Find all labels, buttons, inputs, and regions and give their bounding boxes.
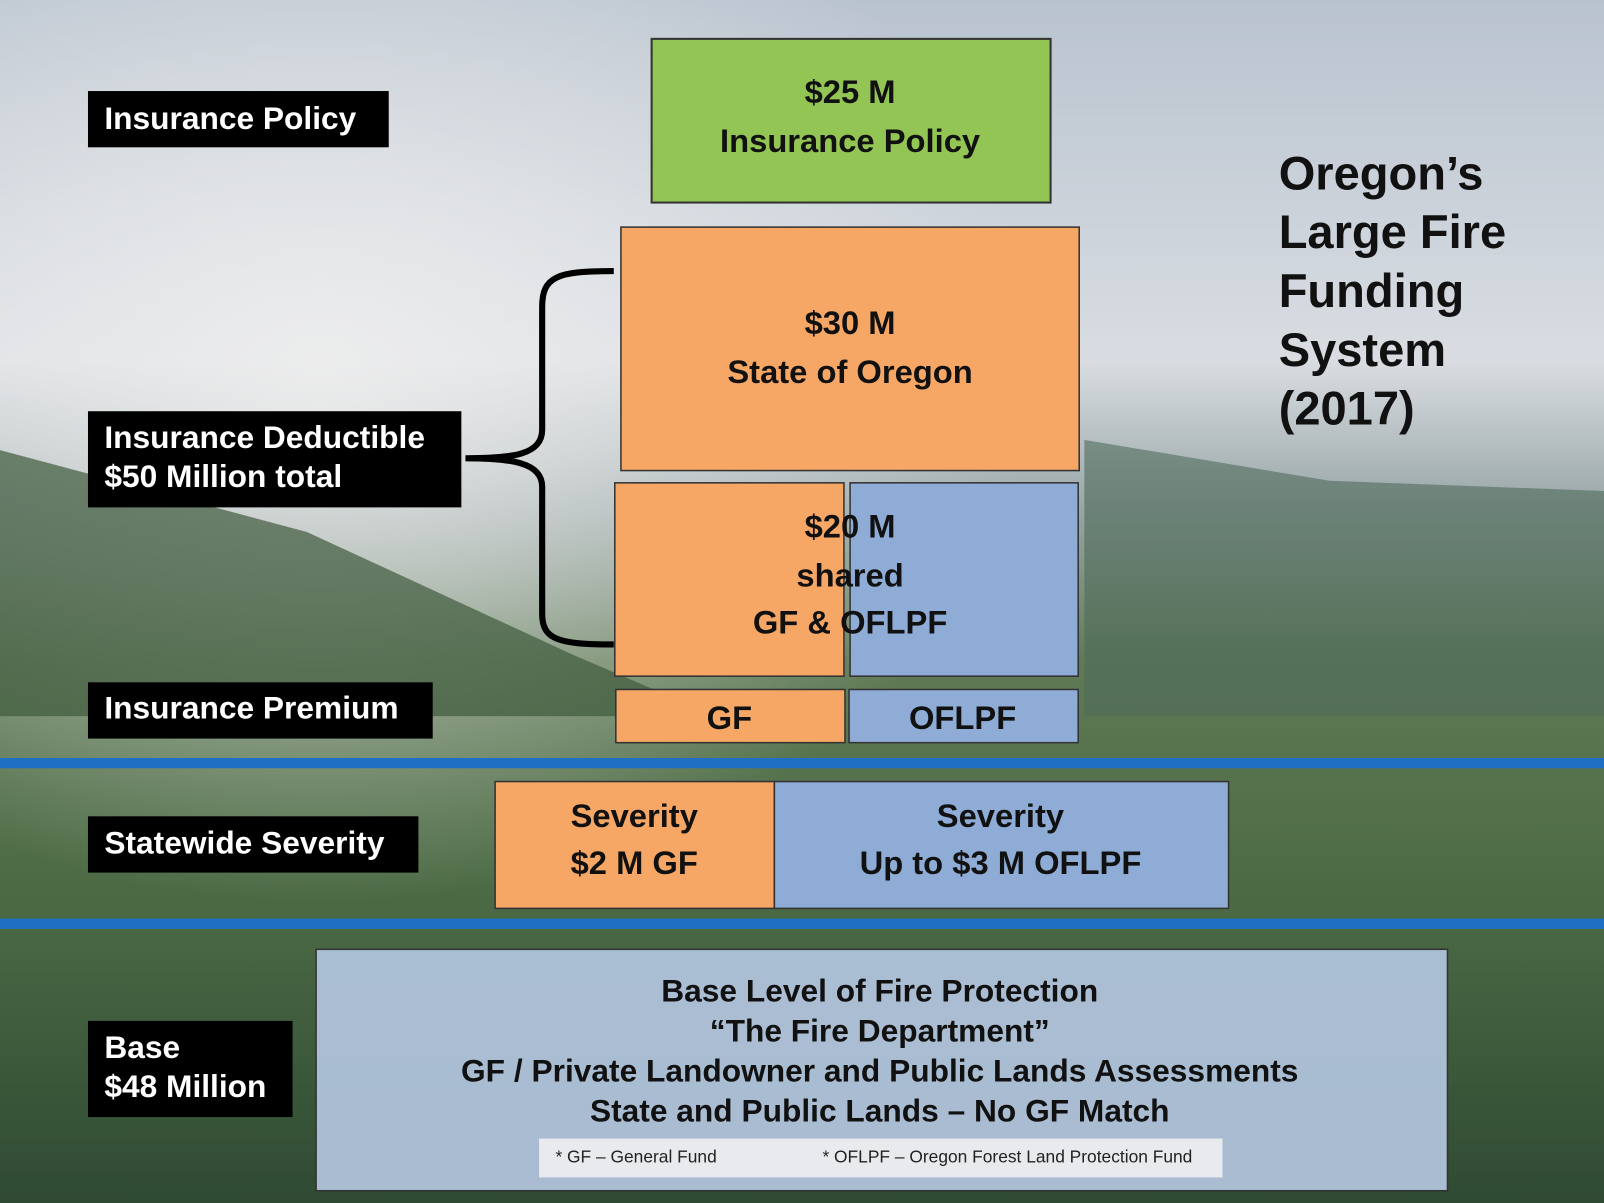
footnote-bg [539, 1138, 1223, 1178]
box-text: $20 M [805, 508, 896, 545]
box-text: shared [796, 557, 903, 594]
box-text: State of Oregon [727, 353, 972, 390]
mountain [1084, 439, 1604, 717]
shared-oflpf-box [849, 482, 1079, 677]
level-label: $48 Million [104, 1068, 266, 1104]
box-text: $2 M GF [571, 844, 698, 881]
box-text: GF & OFLPF [753, 604, 947, 641]
label-bg [87, 91, 389, 148]
box-text: Severity [571, 797, 699, 834]
severity-gf-box [494, 780, 776, 910]
texts: Oregon’s Large Fire Funding System (2017) Ins… [104, 73, 1506, 1167]
level-label: Insurance Premium [104, 689, 398, 725]
insurance-policy-box [650, 37, 1052, 204]
title-line: (2017) [1279, 382, 1415, 435]
box-text: $25 M [805, 73, 896, 110]
box-text: “The Fire Department” [710, 1013, 1050, 1049]
title-line: Large Fire [1279, 205, 1506, 258]
level-label: Insurance Deductible [104, 419, 425, 455]
label-bg [87, 816, 419, 873]
footnote: * OFLPF – Oregon Forest Land Protection … [822, 1147, 1192, 1167]
label-bg [87, 1020, 293, 1118]
title-line: System [1279, 323, 1446, 376]
premium-gf-box [615, 688, 846, 744]
label-bg [87, 682, 433, 739]
severity-oflpf-box [773, 780, 1230, 910]
footnote: * GF – General Fund [555, 1147, 716, 1167]
title-line: Oregon’s [1279, 146, 1484, 199]
brace [465, 268, 614, 648]
mountain [0, 450, 717, 717]
title-line: Funding [1279, 264, 1465, 317]
label-bg [87, 411, 462, 508]
premium-oflpf-box [848, 688, 1079, 744]
box-text: Base Level of Fire Protection [661, 973, 1098, 1009]
level-label: Base [104, 1029, 180, 1065]
level-label: Insurance Policy [104, 100, 356, 136]
box-text: Severity [937, 797, 1065, 834]
shared-gf-box [614, 482, 845, 677]
box-text: GF [707, 699, 752, 736]
box-text: State and Public Lands – No GF Match [590, 1092, 1170, 1128]
state-box [620, 226, 1080, 472]
box-text: GF / Private Landowner and Public Lands … [461, 1052, 1298, 1088]
level-label: Statewide Severity [104, 824, 385, 860]
box-text: Up to $3 M OFLPF [860, 844, 1142, 881]
box-text: $30 M [805, 304, 896, 341]
box-text: OFLPF [909, 699, 1016, 736]
level-label: $50 Million total [104, 458, 342, 494]
box-text: Insurance Policy [720, 122, 981, 159]
